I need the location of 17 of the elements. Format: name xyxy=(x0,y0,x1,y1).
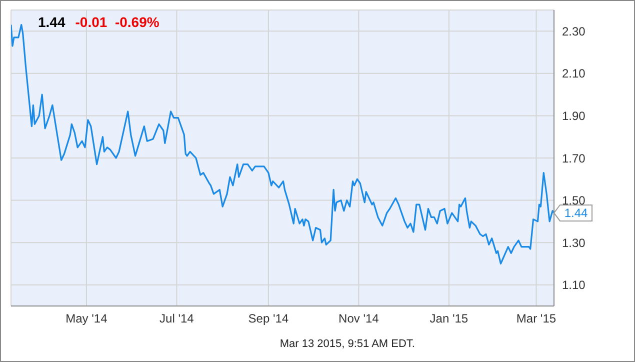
chart-subtitle: -0.01 -0.69% xyxy=(75,14,160,30)
y-tick-label: 1.70 xyxy=(562,151,586,166)
x-tick-label: Mar '15 xyxy=(516,312,556,326)
x-tick-label: Nov '14 xyxy=(338,312,380,326)
y-tick-label: 1.10 xyxy=(562,278,586,292)
x-tick-label: Jan '15 xyxy=(430,312,468,326)
text: Mar 13 2015, 9:51 AM EDT. xyxy=(280,338,415,350)
chart-title: 1.44 xyxy=(38,14,66,30)
annotation: 1.44 xyxy=(564,206,588,220)
x-tick-label: May '14 xyxy=(66,312,108,326)
x-tick-label: Sep '14 xyxy=(248,312,289,326)
y-tick-label: 1.50 xyxy=(562,194,586,208)
y-tick-label: 1.90 xyxy=(562,108,586,123)
y-tick-label: 2.30 xyxy=(562,24,586,38)
y-tick-label: 1.30 xyxy=(562,236,586,250)
y-tick-label: 2.10 xyxy=(562,66,586,81)
x-tick-label: Jul '14 xyxy=(160,312,194,326)
